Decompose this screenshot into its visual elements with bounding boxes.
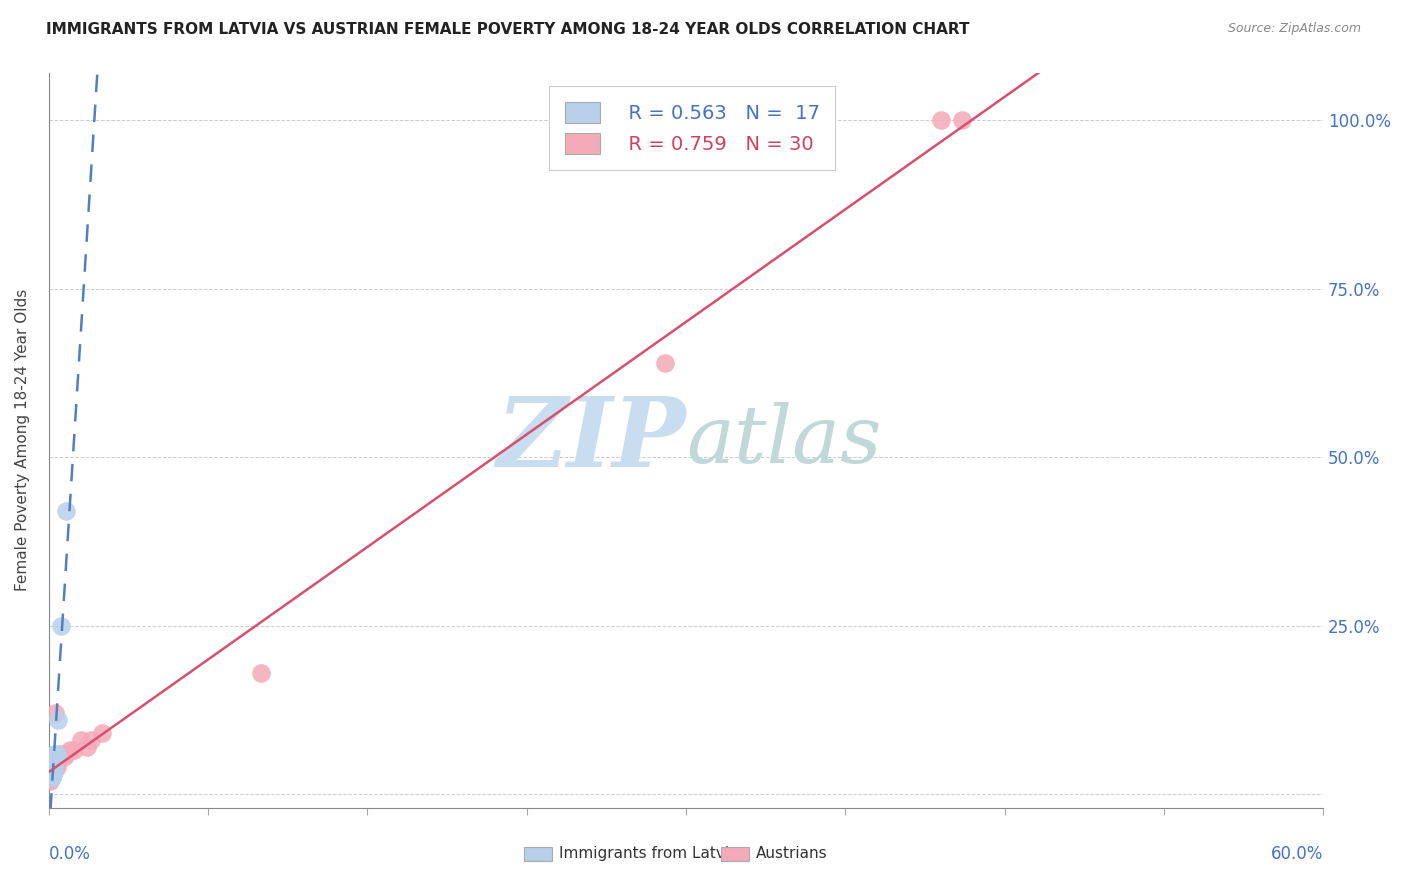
Point <box>44 760 66 774</box>
Point <box>250 665 273 680</box>
Point <box>45 756 67 771</box>
Point <box>41 770 63 784</box>
Point <box>52 750 75 764</box>
Point <box>63 743 86 757</box>
Text: 0.0%: 0.0% <box>49 845 90 863</box>
Point <box>51 747 73 761</box>
Point <box>39 772 62 787</box>
Point <box>654 356 676 370</box>
Point <box>39 770 62 784</box>
Point <box>39 770 62 784</box>
Point <box>46 747 69 761</box>
Legend:   R = 0.563   N =  17,   R = 0.759   N = 30: R = 0.563 N = 17, R = 0.759 N = 30 <box>550 87 835 169</box>
Point <box>41 767 63 781</box>
Point <box>39 756 62 771</box>
Point <box>44 747 66 761</box>
Point <box>46 754 69 768</box>
Text: 60.0%: 60.0% <box>1271 845 1323 863</box>
Point <box>48 750 70 764</box>
Y-axis label: Female Poverty Among 18-24 Year Olds: Female Poverty Among 18-24 Year Olds <box>15 289 30 591</box>
Point <box>41 768 63 782</box>
Point <box>59 743 82 757</box>
Point <box>42 764 65 778</box>
Point <box>42 762 65 776</box>
Point <box>42 767 65 781</box>
Point <box>44 760 66 774</box>
Point <box>39 764 62 778</box>
Point <box>950 113 973 128</box>
Point <box>41 768 63 782</box>
Point <box>44 706 66 721</box>
Point <box>38 773 60 788</box>
Text: Austrians: Austrians <box>756 847 828 862</box>
Text: Immigrants from Latvia: Immigrants from Latvia <box>560 847 740 862</box>
Text: IMMIGRANTS FROM LATVIA VS AUSTRIAN FEMALE POVERTY AMONG 18-24 YEAR OLDS CORRELAT: IMMIGRANTS FROM LATVIA VS AUSTRIAN FEMAL… <box>46 22 970 37</box>
Point <box>55 747 77 761</box>
Point <box>90 726 112 740</box>
Text: atlas: atlas <box>686 401 882 479</box>
Point <box>46 713 69 727</box>
Text: Source: ZipAtlas.com: Source: ZipAtlas.com <box>1227 22 1361 36</box>
Point <box>39 767 62 781</box>
Point <box>51 618 73 632</box>
Point <box>45 750 67 764</box>
Point <box>41 767 63 781</box>
Point <box>44 747 66 761</box>
Point <box>46 760 69 774</box>
Point <box>41 770 63 784</box>
Point <box>80 733 103 747</box>
Point <box>76 739 98 754</box>
Point <box>929 113 952 128</box>
Text: ZIP: ZIP <box>496 393 686 487</box>
Point <box>42 765 65 780</box>
Point <box>69 733 91 747</box>
Point <box>55 504 77 518</box>
Point <box>42 767 65 781</box>
Point <box>42 765 65 780</box>
Point <box>41 770 63 784</box>
